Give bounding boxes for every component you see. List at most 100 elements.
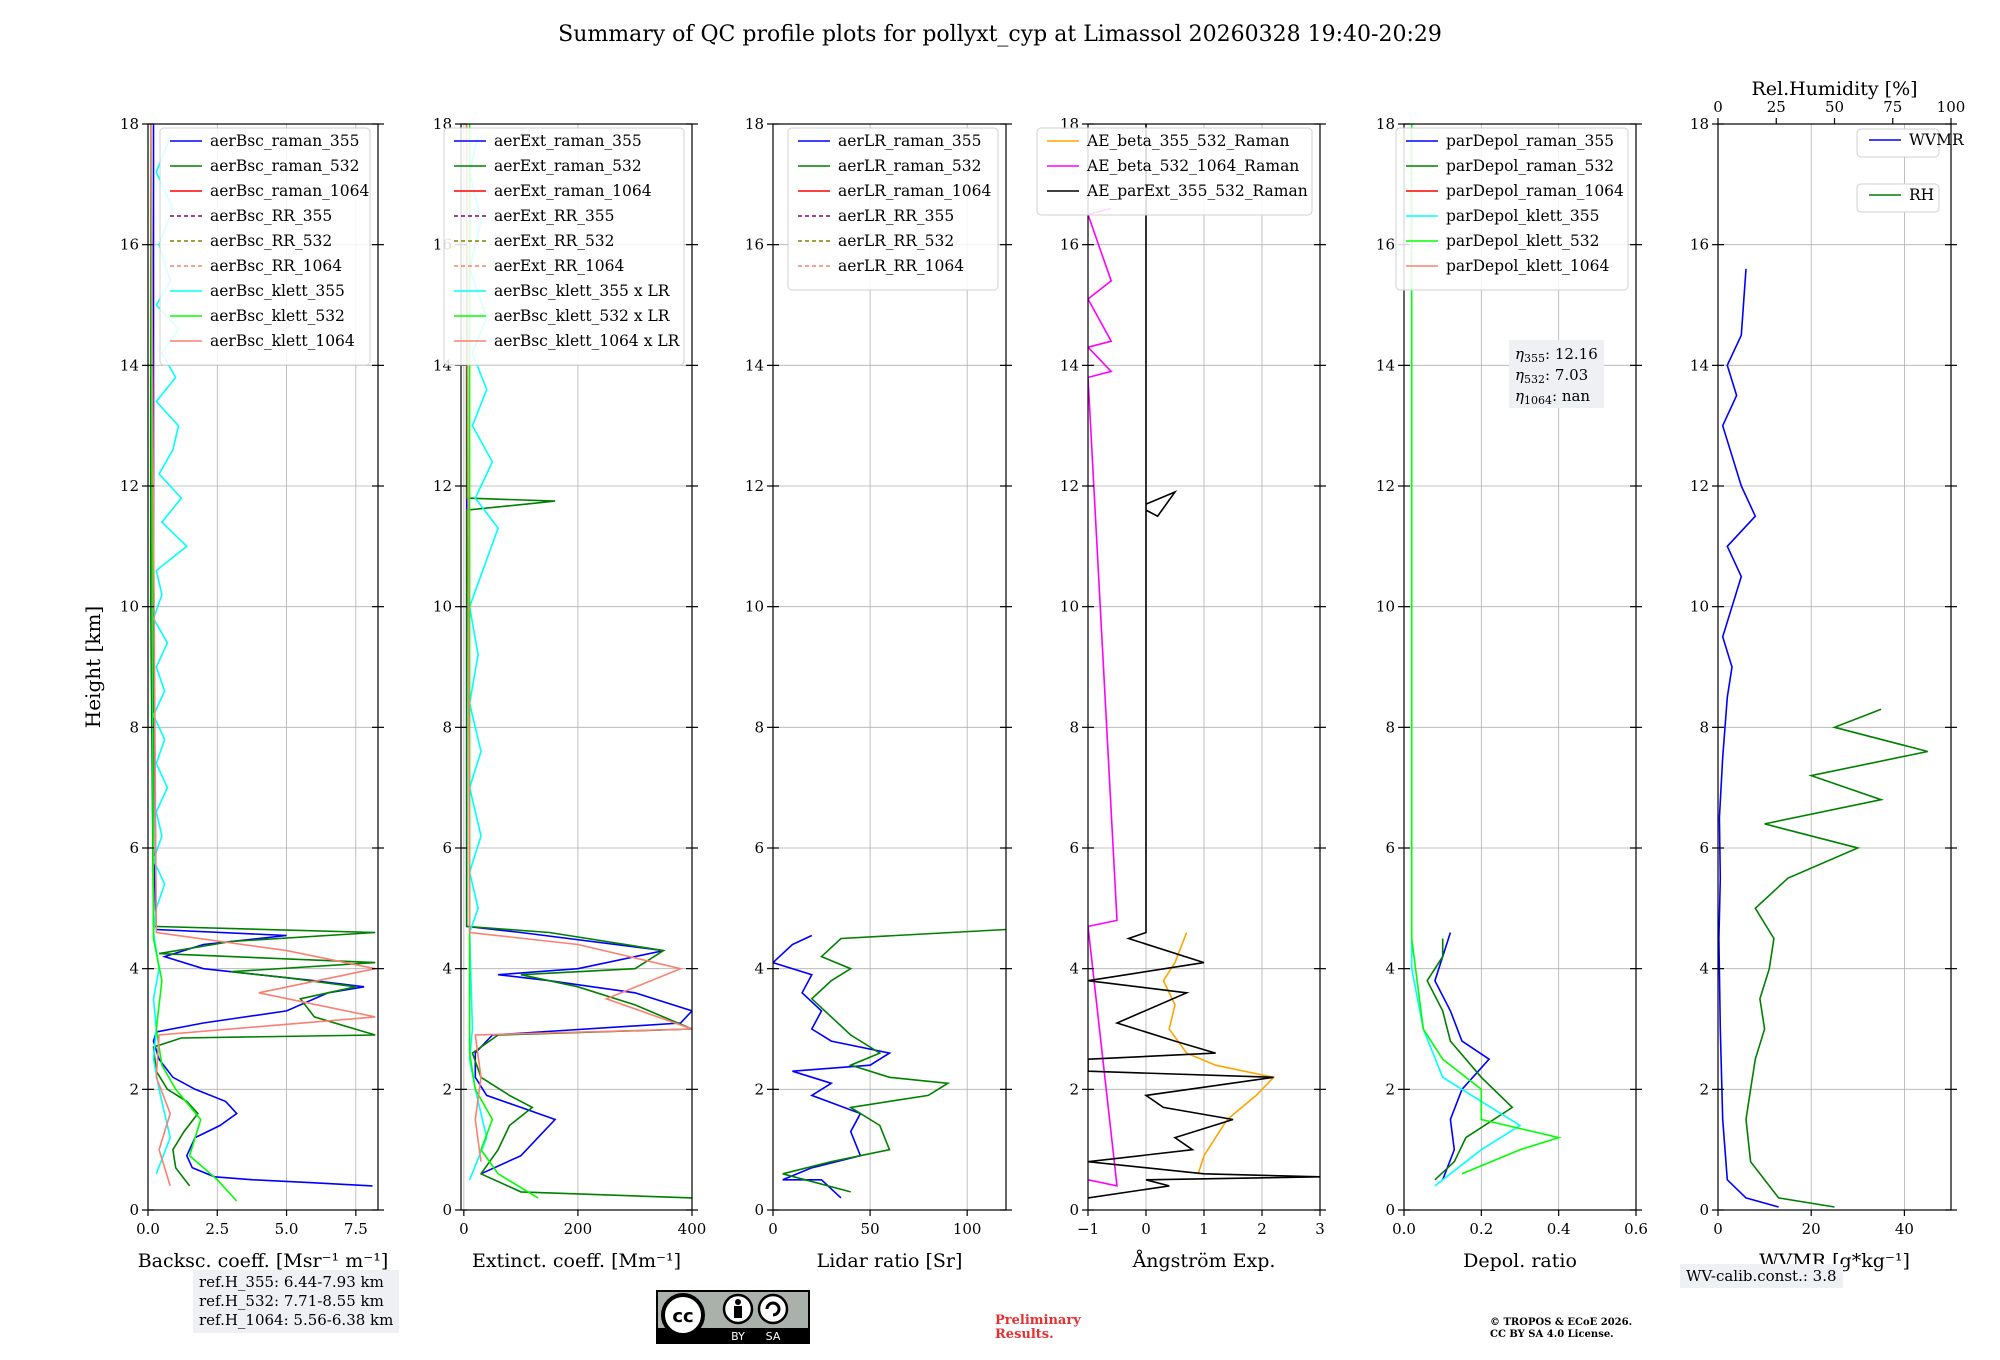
- y-tick-label: 16: [1690, 236, 1709, 254]
- legend-label: aerExt_raman_532: [494, 157, 642, 175]
- legend-label: parDepol_klett_532: [1446, 232, 1599, 250]
- legend-label: parDepol_klett_1064: [1446, 257, 1609, 275]
- legend-label: aerExt_raman_355: [494, 132, 642, 150]
- copyright-line-2: CC BY SA 4.0 License.: [1490, 1329, 1614, 1340]
- cc-icon-text: cc: [672, 1306, 693, 1327]
- y-tick-label: 4: [754, 960, 764, 978]
- x-tick-label: 2: [1257, 1220, 1267, 1238]
- y-tick-label: 8: [1385, 718, 1395, 736]
- y-tick-label: 2: [442, 1080, 452, 1098]
- top-x-tick-label: 25: [1767, 98, 1786, 116]
- y-tick-label: 2: [1069, 1080, 1079, 1098]
- y-tick-label: 18: [120, 115, 139, 133]
- y-tick-label: 6: [1699, 839, 1709, 857]
- y-tick-label: 0: [1385, 1201, 1395, 1219]
- legend-label: AE_parExt_355_532_Raman: [1086, 182, 1308, 200]
- by-icon-body: [734, 1306, 742, 1318]
- series-aerBsc_klett_1064: [150, 124, 376, 1187]
- legend-label: AE_beta_532_1064_Raman: [1086, 157, 1299, 175]
- legend-label: aerBsc_klett_532: [210, 307, 345, 325]
- x-tick-label: 40: [1895, 1220, 1914, 1238]
- y-tick-label: 8: [1069, 718, 1079, 736]
- legend-label: aerBsc_klett_532 x LR: [494, 307, 671, 325]
- y-tick-label: 18: [745, 115, 764, 133]
- legend-box: [787, 127, 999, 291]
- x-tick-label: 0.6: [1624, 1220, 1648, 1238]
- y-tick-label: 16: [120, 236, 139, 254]
- y-tick-label: 12: [433, 477, 452, 495]
- x-tick-label: 1: [1199, 1220, 1209, 1238]
- y-tick-label: 18: [1690, 115, 1709, 133]
- x-tick-label: 7.5: [344, 1220, 368, 1238]
- y-tick-label: 0: [129, 1201, 139, 1219]
- y-tick-label: 0: [442, 1201, 452, 1219]
- series-parDepol_raman_355: [1434, 932, 1491, 1181]
- sa-label: SA: [766, 1330, 781, 1343]
- y-tick-label: 2: [754, 1080, 764, 1098]
- cc-icon: [661, 1293, 705, 1337]
- top-x-axis-label: Rel.Humidity [%]: [1751, 78, 1917, 100]
- top-x-tick-label: 100: [1937, 98, 1966, 116]
- x-tick-label: 0.2: [1469, 1220, 1493, 1238]
- x-tick-label: 100: [953, 1220, 982, 1238]
- legend-label: aerExt_RR_1064: [494, 257, 625, 275]
- series-RH: [1745, 708, 1928, 1208]
- y-tick-label: 4: [1699, 960, 1709, 978]
- top-x-tick-label: 75: [1883, 98, 1902, 116]
- y-tick-label: 12: [1060, 477, 1079, 495]
- y-tick-label: 6: [129, 839, 139, 857]
- eta-annotation-line: η355: 12.16: [1515, 345, 1598, 365]
- legend-label: parDepol_raman_532: [1446, 157, 1614, 175]
- panel-frame: [772, 123, 1007, 1211]
- legend-label: aerLR_RR_1064: [838, 257, 964, 275]
- x-axis-label: Lidar ratio [Sr]: [817, 1250, 963, 1272]
- y-tick-label: 0: [1699, 1201, 1709, 1219]
- by-icon-head: [735, 1299, 741, 1305]
- y-tick-label: 4: [129, 960, 139, 978]
- y-tick-label: 14: [1690, 356, 1709, 374]
- y-tick-label: 4: [442, 960, 452, 978]
- y-tick-label: 8: [442, 718, 452, 736]
- legend-label: aerBsc_raman_355: [210, 132, 360, 150]
- legend-box: [1036, 127, 1313, 216]
- legend-label: aerExt_raman_1064: [494, 182, 652, 200]
- y-tick-label: 14: [745, 356, 764, 374]
- series-aerExt_raman_532: [465, 124, 692, 1199]
- series-AE_parExt_355_532_Raman: [1088, 124, 1320, 1199]
- x-tick-label: 0: [768, 1220, 778, 1238]
- x-tick-label: 3: [1315, 1220, 1325, 1238]
- y-tick-label: 0: [754, 1201, 764, 1219]
- x-axis-label: Depol. ratio: [1463, 1250, 1577, 1272]
- legend-label: aerLR_raman_532: [838, 157, 981, 175]
- legend-box: [1856, 183, 1940, 213]
- figure-title: Summary of QC profile plots for pollyxt_…: [558, 22, 1442, 47]
- x-axis-label: Ångström Exp.: [1132, 1250, 1276, 1272]
- y-tick-label: 10: [1376, 598, 1395, 616]
- y-tick-label: 16: [1376, 236, 1395, 254]
- x-tick-label: 0: [1141, 1220, 1151, 1238]
- y-tick-label: 14: [120, 356, 139, 374]
- series-parDepol_klett_355: [1410, 124, 1522, 1187]
- preliminary-line-2: Results.: [995, 1327, 1054, 1342]
- y-tick-label: 12: [1690, 477, 1709, 495]
- legend-box: [1856, 128, 1940, 158]
- y-tick-label: 10: [120, 598, 139, 616]
- y-tick-label: 4: [1385, 960, 1395, 978]
- series-WVMR: [1718, 268, 1779, 1208]
- legend-box: [159, 127, 371, 366]
- legend-box: [443, 127, 685, 366]
- x-tick-label: 0.0: [1392, 1220, 1416, 1238]
- y-tick-label: 16: [745, 236, 764, 254]
- y-tick-label: 2: [1699, 1080, 1709, 1098]
- x-tick-label: 0.0: [136, 1220, 160, 1238]
- y-tick-label: 10: [745, 598, 764, 616]
- y-tick-label: 10: [1690, 598, 1709, 616]
- legend-label: aerLR_raman_1064: [838, 182, 991, 200]
- y-axis-label: Height [km]: [81, 606, 105, 728]
- cc-license-badge: cc BY SA: [656, 1290, 810, 1344]
- x-tick-label: 0: [1713, 1220, 1723, 1238]
- x-tick-label: 0: [459, 1220, 469, 1238]
- x-tick-label: 5.0: [275, 1220, 299, 1238]
